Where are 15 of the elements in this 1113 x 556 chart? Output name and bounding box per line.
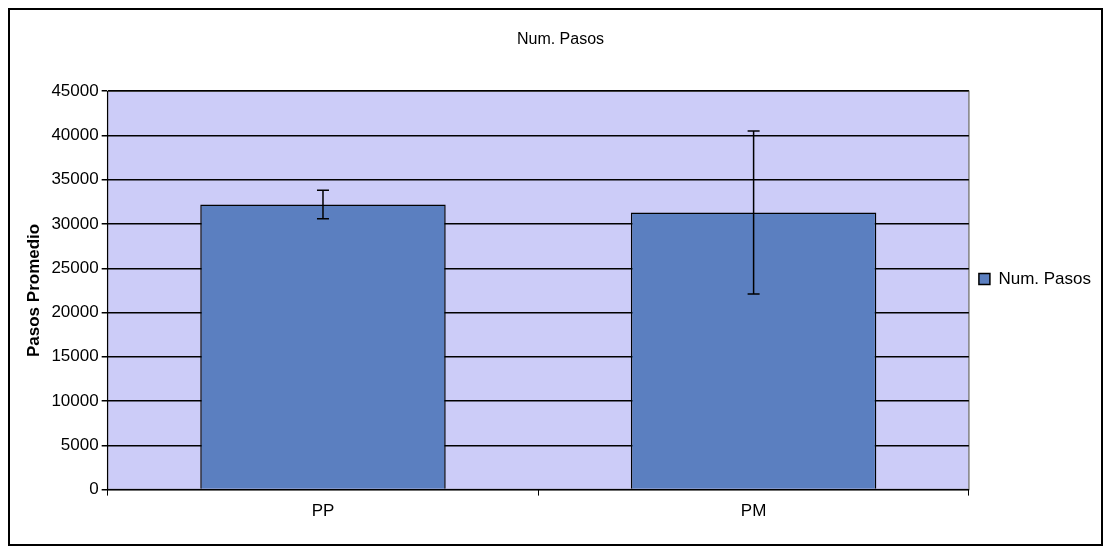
x-tick-label: PM	[740, 501, 767, 521]
y-tick-label: 5000	[60, 435, 99, 455]
legend-label: Num. Pasos	[998, 268, 1092, 288]
y-tick-label: 0	[89, 479, 99, 499]
y-axis-title: Pasos Promedio	[23, 223, 43, 358]
y-tick-label: 30000	[51, 213, 99, 233]
y-tick-label: 35000	[51, 169, 99, 189]
x-tick-label: PP	[311, 501, 335, 521]
y-tick-label: 20000	[51, 302, 99, 322]
chart-title: Num. Pasos	[516, 30, 605, 48]
y-tick-label: 40000	[51, 125, 99, 145]
y-tick-label: 25000	[51, 257, 99, 277]
y-tick-label: 15000	[51, 346, 99, 366]
y-tick-label: 10000	[51, 390, 99, 410]
y-tick-label: 45000	[51, 80, 99, 100]
